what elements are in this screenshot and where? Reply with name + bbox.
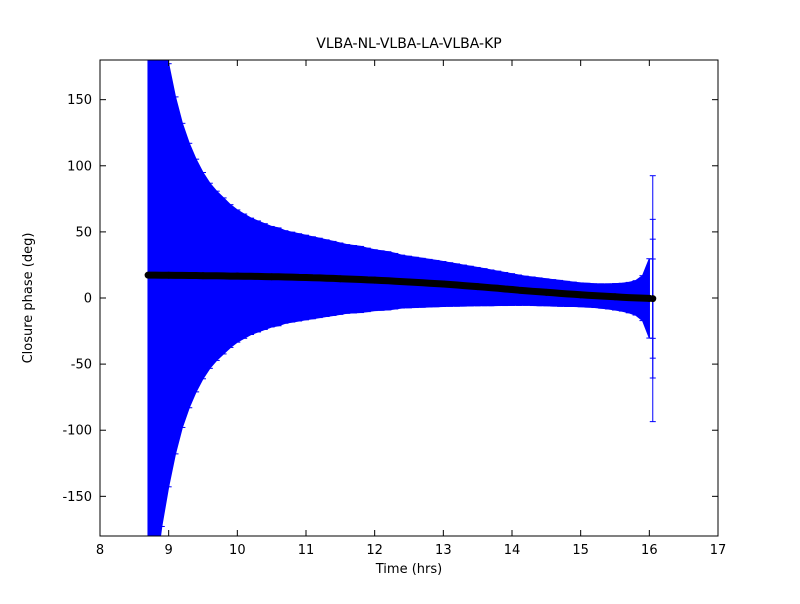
x-tick-label: 13	[435, 543, 452, 558]
data-point	[577, 291, 585, 299]
y-tick-label: 0	[84, 292, 92, 307]
chart-title: VLBA-NL-VLBA-LA-VLBA-KP	[316, 36, 501, 52]
data-point	[233, 272, 241, 280]
x-tick-labels: 8 9 10 11 12 13 14 15 16 17	[96, 543, 726, 558]
y-tick-label: -150	[62, 490, 92, 505]
x-tick-label: 10	[229, 543, 246, 558]
data-point	[302, 274, 310, 282]
y-tick-label: 100	[67, 159, 92, 174]
data-point	[336, 275, 344, 283]
data-point-isolated	[649, 295, 657, 303]
x-axis-label: Time (hrs)	[375, 562, 442, 577]
x-tick-label: 12	[366, 543, 383, 558]
x-tick-label: 17	[710, 543, 727, 558]
data-line	[144, 271, 657, 303]
data-series-line	[144, 271, 653, 302]
data-point	[439, 280, 447, 288]
data-point	[405, 278, 413, 286]
y-tick-label: -50	[71, 358, 92, 373]
data-point	[371, 276, 379, 284]
x-tick-label: 15	[572, 543, 589, 558]
axis-ticks	[99, 60, 719, 536]
data-point	[199, 272, 207, 280]
x-tick-label: 9	[165, 543, 173, 558]
y-axis-label: Closure phase (deg)	[21, 233, 36, 364]
data-point	[508, 286, 516, 294]
y-tick-label: 150	[67, 93, 92, 108]
data-point	[542, 288, 550, 296]
y-tick-label: 50	[75, 225, 92, 240]
x-tick-label: 14	[504, 543, 521, 558]
y-tick-label: -100	[62, 424, 92, 439]
data-point	[474, 283, 482, 291]
x-tick-label: 16	[641, 543, 658, 558]
x-tick-label: 11	[298, 543, 315, 558]
data-point	[165, 271, 173, 279]
data-point	[611, 293, 619, 301]
y-tick-labels: -150 -100 -50 0 50 100 150	[62, 93, 92, 505]
data-point	[268, 273, 276, 281]
x-tick-label: 8	[96, 543, 104, 558]
